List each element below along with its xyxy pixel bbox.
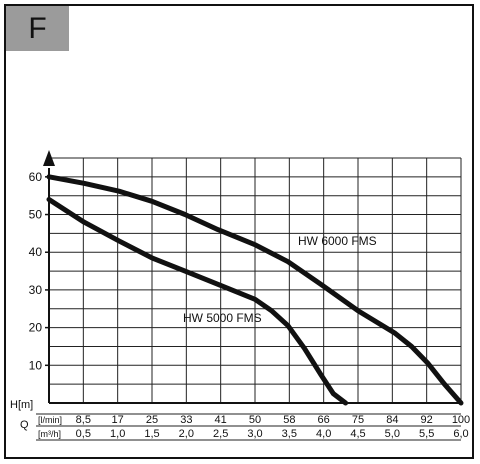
x-tick-label-lmin: 41: [215, 414, 227, 426]
x-unit-primary: [l/min]: [38, 415, 62, 425]
x-tick-label-lmin: 8,5: [76, 414, 91, 426]
y-axis-label: H[m]: [10, 399, 33, 411]
y-tick-label: 20: [29, 321, 43, 335]
series-label: HW 5000 FMS: [183, 311, 262, 325]
x-tick-label-m3h: 5,5: [419, 428, 434, 440]
chart-series: [46, 174, 464, 406]
y-tick-label: 40: [29, 245, 43, 259]
x-tick-label-m3h: 4,5: [350, 428, 365, 440]
x-tick-label-lmin: 58: [283, 414, 295, 426]
x-tick-label-m3h: 4,0: [316, 428, 331, 440]
x-tick-label-lmin: 50: [249, 414, 261, 426]
series-line: [46, 197, 349, 406]
x-tick-label-lmin: 92: [421, 414, 433, 426]
figure-badge: F: [6, 6, 69, 51]
x-tick-label-m3h: 1,0: [110, 428, 125, 440]
series-line: [46, 174, 464, 406]
x-tick-label-m3h: 3,0: [247, 428, 262, 440]
chart-grid: [49, 157, 462, 403]
y-axis-arrow: [43, 150, 55, 166]
x-tick-label-lmin: 33: [180, 414, 192, 426]
chart-labels: H[m] Q [l/min] [m³/h] HW 6000 FMS HW 5000 FMS: [10, 234, 377, 439]
y-tick-label: 10: [29, 358, 43, 372]
x-tick-label-m3h: 2,0: [179, 428, 194, 440]
x-tick-label-lmin: 84: [386, 414, 398, 426]
y-tick-label: 30: [29, 283, 43, 297]
x-tick-label-m3h: 6,0: [453, 428, 468, 440]
chart-ticks: 10 20 30 40 50 60 8,5 0,5 17 1,0 25 1,5 33 2,0 41 2,5 50…: [29, 170, 471, 440]
series-label: HW 6000 FMS: [298, 234, 377, 248]
x-tick-label-m3h: 5,0: [385, 428, 400, 440]
x-tick-label-m3h: 2,5: [213, 428, 228, 440]
x-tick-label-m3h: 3,5: [282, 428, 297, 440]
y-tick-label: 60: [29, 170, 43, 184]
figure-frame: [4, 4, 474, 459]
x-tick-label-lmin: 100: [452, 414, 470, 426]
x-tick-label-lmin: 17: [112, 414, 124, 426]
x-tick-label-lmin: 75: [352, 414, 364, 426]
x-tick-label-lmin: 66: [318, 414, 330, 426]
x-tick-label-lmin: 25: [146, 414, 158, 426]
x-axis-label: Q: [20, 419, 29, 431]
x-tick-label-m3h: 1,5: [144, 428, 159, 440]
x-tick-label-m3h: 0,5: [76, 428, 91, 440]
x-unit-secondary: [m³/h]: [38, 429, 61, 439]
chart-axes: [36, 150, 461, 441]
y-tick-label: 50: [29, 208, 43, 222]
figure-badge-label: F: [28, 12, 47, 45]
